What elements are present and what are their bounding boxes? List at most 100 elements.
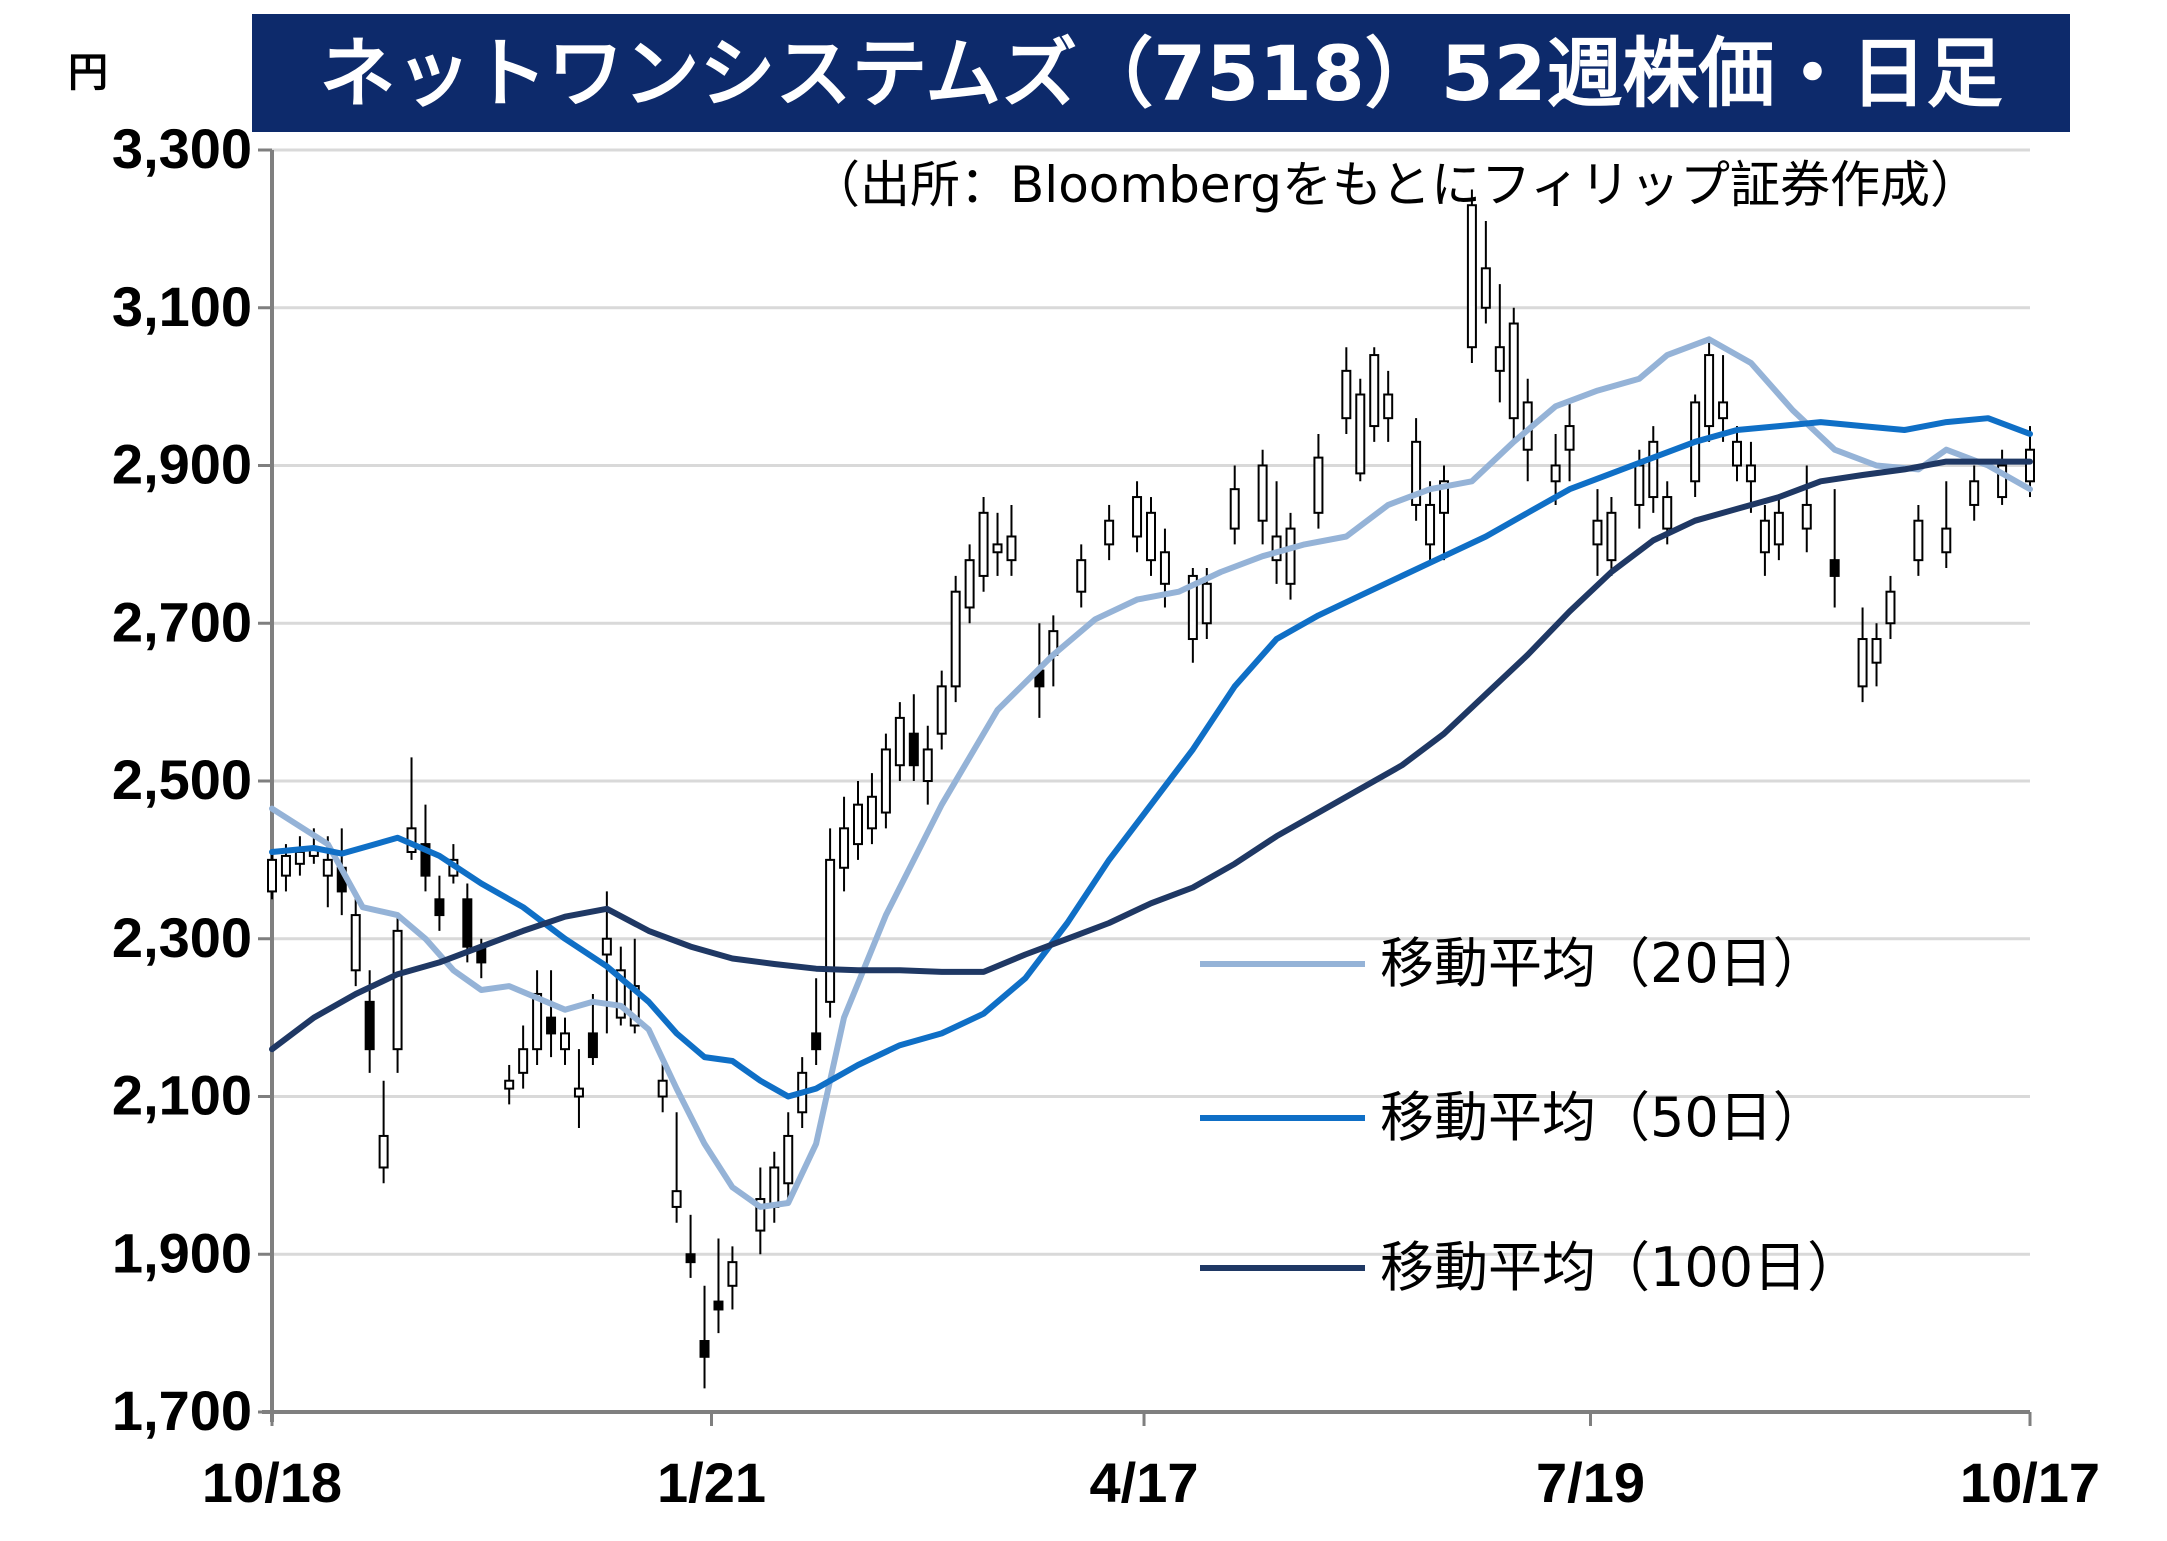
candle-38 [839, 796, 850, 892]
title-bar [252, 14, 2070, 132]
y-tick-label-6: 2,100 [112, 1064, 252, 1127]
y-tick-label-1: 3,100 [112, 275, 252, 338]
candle-36 [811, 978, 822, 1065]
candle-41 [880, 733, 891, 829]
axes [258, 148, 2032, 1426]
candle-30 [713, 1238, 724, 1334]
legend-label-ma20: 移動平均（20日） [1380, 932, 1827, 995]
candle-29 [699, 1285, 710, 1389]
candle-43 [908, 694, 919, 781]
candle-31 [727, 1246, 738, 1310]
candle-98 [1969, 465, 1980, 521]
candle-92 [1829, 489, 1840, 608]
candle-50 [1006, 504, 1017, 576]
candle-91 [1801, 465, 1812, 553]
candle-37 [825, 828, 836, 1018]
ma-line-2 [269, 458, 2033, 1053]
candle-80 [1606, 497, 1617, 576]
candle-28 [685, 1214, 696, 1278]
candle-71 [1439, 465, 1449, 561]
candle-94 [1871, 623, 1882, 687]
candle-0 [267, 851, 277, 900]
candle-22 [587, 993, 598, 1065]
candle-16 [504, 1064, 515, 1105]
gridlines [272, 148, 2030, 1256]
candle-96 [1913, 504, 1924, 576]
y-tick-label-4: 2,500 [112, 748, 252, 811]
candle-47 [964, 544, 975, 624]
candle-44 [922, 725, 933, 805]
candle-17 [518, 1025, 529, 1089]
candle-55 [1132, 481, 1143, 553]
candle-66 [1355, 378, 1366, 482]
y-tick-label-3: 2,700 [112, 590, 252, 653]
candle-86 [1718, 355, 1729, 442]
legend-label-ma100: 移動平均（100日） [1380, 1236, 1861, 1299]
candle-48 [978, 497, 989, 592]
candle-53 [1076, 544, 1087, 608]
candle-23 [601, 891, 612, 1034]
candle-88 [1745, 441, 1756, 513]
candle-46 [950, 575, 961, 703]
candle-32 [755, 1167, 766, 1255]
candle-19 [546, 970, 557, 1058]
candle-70 [1425, 481, 1436, 561]
unit-label: 円 [68, 50, 108, 96]
candle-39 [853, 781, 863, 860]
moving-averages [269, 336, 2033, 1210]
candle-74 [1494, 284, 1505, 403]
x-tick-label-3: 7/19 [1536, 1451, 1645, 1514]
y-tick-label-0: 3,300 [112, 117, 252, 180]
y-tick-label-7: 1,900 [112, 1221, 252, 1284]
y-tick-label-5: 2,300 [112, 906, 252, 969]
candle-61 [1257, 449, 1268, 545]
chart-title: ネットワンシステムズ（7518）52週株価・日足 [319, 29, 2002, 118]
candle-87 [1732, 426, 1742, 482]
x-tick-label-2: 4/17 [1090, 1451, 1199, 1514]
candle-27 [671, 1112, 682, 1223]
candle-67 [1369, 347, 1380, 442]
x-tick-labels: 10/18 1/21 4/17 7/19 10/17 [202, 1451, 2100, 1514]
candle-56 [1146, 497, 1156, 576]
candle-78 [1564, 402, 1575, 482]
candle-40 [866, 773, 877, 845]
candle-89 [1759, 504, 1770, 576]
candle-6 [350, 891, 361, 987]
y-tick-label-8: 1,700 [112, 1379, 252, 1442]
y-tick-labels: 3,300 3,100 2,900 2,700 2,500 2,300 2,100 1,900… [112, 117, 252, 1442]
y-tick-label-2: 2,900 [112, 433, 252, 496]
candle-82 [1648, 426, 1659, 513]
candle-45 [936, 670, 947, 750]
candle-68 [1383, 370, 1394, 442]
candle-65 [1341, 347, 1352, 434]
candle-12 [434, 875, 445, 931]
x-tick-label-4: 10/17 [1960, 1451, 2100, 1514]
ma-line-0 [269, 336, 2033, 1210]
x-tick-label-0: 10/18 [202, 1451, 342, 1514]
candle-69 [1411, 418, 1422, 521]
candle-72 [1466, 189, 1477, 363]
candle-49 [992, 512, 1003, 576]
source-note: （出所：Bloombergをもとにフィリップ証券作成） [810, 156, 1980, 214]
candle-75 [1508, 307, 1519, 442]
candle-24 [615, 946, 626, 1026]
candle-18 [532, 970, 543, 1065]
candle-42 [894, 702, 905, 781]
candle-26 [657, 1057, 668, 1113]
candle-34 [783, 1112, 794, 1200]
candle-79 [1592, 489, 1603, 576]
candle-93 [1857, 607, 1868, 703]
candle-95 [1885, 575, 1896, 640]
candle-97 [1941, 481, 1952, 569]
x-tick-label-1: 1/21 [657, 1451, 766, 1514]
candle-85 [1704, 339, 1715, 442]
legend: 移動平均（20日） 移動平均（50日） 移動平均（100日） [1200, 932, 1861, 1299]
candle-73 [1480, 220, 1491, 324]
legend-label-ma50: 移動平均（50日） [1380, 1086, 1827, 1149]
candle-20 [560, 1017, 570, 1065]
candle-60 [1229, 465, 1240, 545]
candle-64 [1313, 433, 1324, 529]
candle-9 [392, 915, 403, 1073]
